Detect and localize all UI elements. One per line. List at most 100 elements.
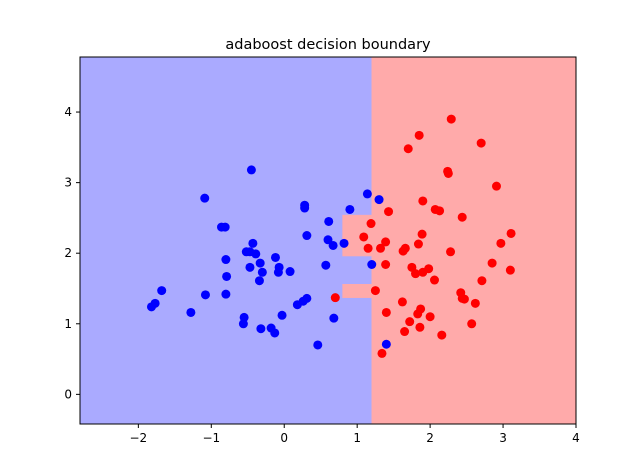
data-point (457, 212, 467, 222)
data-point (370, 286, 380, 296)
data-point (425, 312, 435, 322)
y-tick-label: 0 (64, 387, 72, 401)
data-point (367, 259, 377, 269)
data-point (496, 238, 506, 248)
decision-regions (79, 56, 577, 425)
data-point (459, 294, 469, 304)
x-tick-label: 1 (353, 431, 361, 445)
data-point (254, 276, 264, 286)
data-point (417, 229, 427, 239)
x-tick-label: 0 (280, 431, 288, 445)
x-tick-label: −1 (202, 431, 220, 445)
data-point (400, 327, 410, 337)
data-point (405, 317, 415, 327)
data-point (403, 144, 413, 154)
data-point (477, 276, 487, 286)
chart-title: adaboost decision boundary (225, 37, 431, 53)
data-point (330, 293, 340, 303)
data-point (446, 247, 456, 257)
data-point (300, 203, 310, 213)
data-point (339, 238, 349, 248)
data-point (437, 330, 447, 340)
data-point (505, 265, 515, 275)
data-point (255, 258, 265, 268)
data-points (146, 114, 516, 358)
x-tick-label: 3 (499, 431, 507, 445)
y-tick-label: 3 (64, 176, 72, 190)
data-point (329, 313, 339, 323)
data-point (400, 243, 410, 253)
data-point (302, 293, 312, 303)
data-point (246, 165, 256, 175)
data-point (157, 286, 167, 296)
data-point (274, 262, 284, 272)
data-point (200, 290, 210, 300)
y-tick-label: 4 (64, 105, 72, 119)
data-point (470, 298, 480, 308)
data-point (384, 207, 394, 217)
y-axis: 0 1 2 3 4 (64, 105, 80, 401)
data-point (446, 114, 456, 124)
data-point (321, 260, 331, 270)
data-point (435, 206, 445, 216)
x-tick-label: 4 (572, 431, 580, 445)
x-tick-label: −2 (130, 431, 148, 445)
data-point (257, 267, 267, 277)
data-point (277, 310, 287, 320)
data-point (313, 340, 323, 350)
data-point (377, 348, 387, 358)
data-point (411, 269, 421, 279)
data-point (150, 298, 160, 308)
region-red-3 (342, 284, 373, 298)
data-point (381, 259, 391, 269)
data-point (443, 168, 453, 178)
data-point (270, 328, 280, 338)
data-point (418, 196, 428, 206)
data-point (256, 324, 266, 334)
data-point (222, 271, 232, 281)
data-point (376, 243, 386, 253)
data-point (220, 222, 230, 232)
data-point (397, 297, 407, 307)
data-point (491, 181, 501, 191)
data-point (270, 252, 280, 262)
data-point (467, 319, 477, 329)
data-point (416, 304, 426, 314)
data-point (302, 231, 312, 241)
data-point (413, 239, 423, 249)
x-tick-label: 2 (426, 431, 434, 445)
y-tick-label: 2 (64, 246, 72, 260)
data-point (324, 216, 334, 226)
data-point (363, 243, 373, 253)
data-point (285, 267, 295, 277)
data-point (345, 204, 355, 214)
x-axis: −2 −1 0 1 2 3 4 (130, 424, 580, 445)
data-point (487, 258, 497, 268)
data-point (366, 219, 376, 229)
data-point (328, 240, 338, 250)
data-point (186, 307, 196, 317)
data-point (415, 322, 425, 332)
data-point (221, 289, 231, 299)
data-point (239, 312, 249, 322)
data-point (381, 339, 391, 349)
data-point (381, 307, 391, 317)
y-tick-label: 1 (64, 317, 72, 331)
data-point (362, 189, 372, 199)
data-point (414, 130, 424, 140)
data-point (476, 138, 486, 148)
region-blue-0 (79, 56, 373, 425)
data-point (221, 255, 231, 265)
region-red-1 (371, 56, 577, 425)
data-point (381, 237, 391, 247)
data-point (506, 228, 516, 238)
data-point (248, 238, 258, 248)
data-point (429, 275, 439, 285)
data-point (200, 193, 210, 203)
data-point (374, 195, 384, 205)
data-point (359, 232, 369, 242)
data-point (251, 249, 261, 259)
data-point (245, 262, 255, 272)
data-point (424, 264, 434, 274)
